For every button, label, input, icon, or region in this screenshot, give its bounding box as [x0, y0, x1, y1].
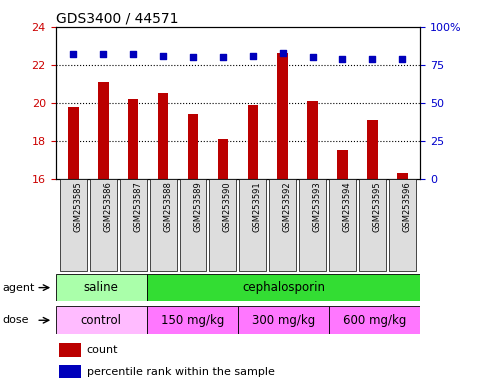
- Bar: [180, 179, 207, 271]
- Bar: [238, 306, 329, 334]
- Bar: [307, 101, 318, 179]
- Text: GDS3400 / 44571: GDS3400 / 44571: [56, 12, 178, 26]
- Text: GSM253592: GSM253592: [283, 181, 292, 232]
- Bar: [147, 306, 238, 334]
- Bar: [158, 93, 169, 179]
- Bar: [299, 179, 326, 271]
- Bar: [68, 106, 79, 179]
- Bar: [367, 120, 378, 179]
- Text: GSM253588: GSM253588: [163, 181, 172, 232]
- Point: [129, 51, 137, 57]
- Bar: [59, 365, 81, 379]
- Bar: [147, 274, 420, 301]
- Bar: [210, 179, 236, 271]
- Bar: [59, 343, 81, 357]
- Point: [189, 54, 197, 60]
- Bar: [150, 179, 177, 271]
- Text: GSM253593: GSM253593: [313, 181, 322, 232]
- Text: GSM253591: GSM253591: [253, 181, 262, 232]
- Text: GSM253586: GSM253586: [103, 181, 113, 232]
- Bar: [188, 114, 199, 179]
- Point: [369, 56, 376, 62]
- Bar: [389, 179, 416, 271]
- Bar: [56, 306, 147, 334]
- Point: [339, 56, 346, 62]
- Point: [309, 54, 316, 60]
- Text: GSM253589: GSM253589: [193, 181, 202, 232]
- Text: saline: saline: [84, 281, 118, 294]
- Bar: [128, 99, 139, 179]
- Bar: [56, 274, 147, 301]
- Bar: [248, 104, 258, 179]
- Text: GSM253590: GSM253590: [223, 181, 232, 232]
- Text: GSM253585: GSM253585: [73, 181, 83, 232]
- Point: [398, 56, 406, 62]
- Text: 600 mg/kg: 600 mg/kg: [343, 314, 406, 327]
- Text: GSM253594: GSM253594: [342, 181, 352, 232]
- Text: cephalosporin: cephalosporin: [242, 281, 325, 294]
- Bar: [337, 150, 348, 179]
- Text: GSM253595: GSM253595: [372, 181, 382, 232]
- Bar: [277, 53, 288, 179]
- Bar: [120, 179, 147, 271]
- Point: [70, 51, 77, 57]
- Text: GSM253587: GSM253587: [133, 181, 142, 232]
- Point: [219, 54, 227, 60]
- Text: control: control: [81, 314, 122, 327]
- Point: [99, 51, 107, 57]
- Bar: [397, 173, 408, 179]
- Text: dose: dose: [2, 315, 29, 325]
- Bar: [359, 179, 386, 271]
- Bar: [329, 179, 356, 271]
- Text: 150 mg/kg: 150 mg/kg: [161, 314, 224, 327]
- Point: [249, 53, 256, 59]
- Point: [159, 53, 167, 59]
- Bar: [218, 139, 228, 179]
- Text: GSM253596: GSM253596: [402, 181, 412, 232]
- Text: agent: agent: [2, 283, 35, 293]
- Bar: [269, 179, 296, 271]
- Bar: [240, 179, 266, 271]
- Bar: [98, 82, 109, 179]
- Point: [279, 50, 286, 56]
- Bar: [329, 306, 420, 334]
- Text: count: count: [86, 345, 118, 355]
- Text: 300 mg/kg: 300 mg/kg: [252, 314, 315, 327]
- Text: percentile rank within the sample: percentile rank within the sample: [86, 367, 274, 377]
- Bar: [60, 179, 87, 271]
- Bar: [90, 179, 117, 271]
